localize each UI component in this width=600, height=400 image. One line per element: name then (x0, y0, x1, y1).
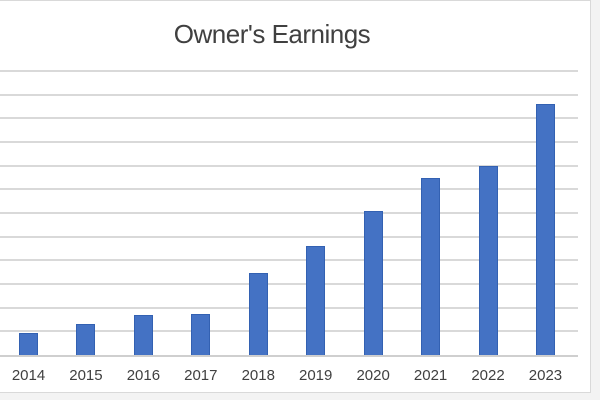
x-tick-label-2023: 2023 (528, 367, 563, 384)
gridline (0, 93, 578, 96)
gridline (0, 70, 578, 72)
bar-2021 (421, 177, 441, 355)
x-tick-label-2021: 2021 (413, 367, 448, 384)
x-tick-label-2020: 2020 (356, 367, 390, 384)
plot-area: 2014 2015 2016 2017 2018 2019 2020 2021 2022 2023 (0, 70, 578, 384)
gridline (0, 283, 578, 285)
bar-2020 (363, 210, 383, 355)
x-tick-label-2017: 2017 (184, 367, 218, 384)
chart-area: Owner's Earnings 2014 2015 2016 2017 2018 201… (0, 0, 591, 393)
x-tick-label-2014: 2014 (11, 367, 46, 384)
bar-2019 (306, 246, 326, 355)
gridline (0, 164, 578, 167)
x-tick-label-2022: 2022 (471, 367, 505, 384)
bar-2017 (191, 313, 211, 355)
bar-2014 (19, 333, 38, 355)
chart-title: Owner's Earnings (173, 19, 371, 49)
gridline (0, 188, 578, 191)
bar-2018 (248, 273, 268, 355)
x-tick-label-2019: 2019 (299, 367, 333, 384)
x-tick-label-2018: 2018 (241, 367, 275, 384)
gridline (0, 235, 578, 238)
gridline (0, 306, 578, 309)
gridline (0, 259, 578, 262)
bar-2016 (133, 314, 153, 355)
gridline (0, 141, 578, 143)
gridline (0, 212, 578, 214)
gridline (0, 330, 578, 333)
bar-2022 (478, 165, 498, 355)
bar-2023 (535, 104, 555, 355)
x-tick-label-2015: 2015 (69, 367, 103, 384)
x-tick-label-2016: 2016 (126, 367, 161, 384)
bar-2015 (76, 324, 96, 355)
gridline (0, 117, 578, 120)
